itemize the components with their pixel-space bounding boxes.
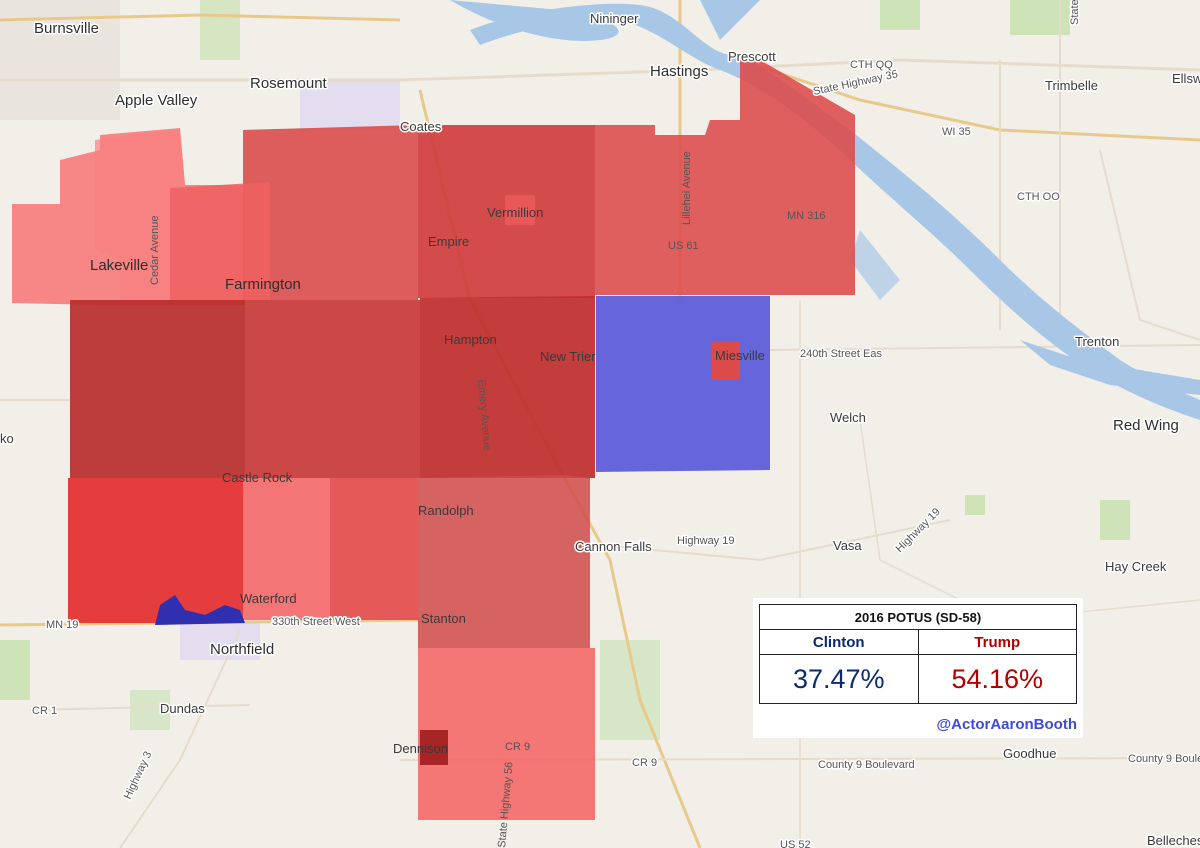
precinct-castle-rock-north — [70, 300, 245, 478]
candidate-trump: Trump — [917, 629, 1077, 655]
candidate-clinton: Clinton — [759, 629, 919, 655]
label-rosemount: Rosemount — [250, 75, 328, 92]
label-vasa: Vasa — [833, 538, 862, 553]
precinct-castle-rock-south — [68, 478, 243, 623]
road-lillehei-avenue: Lillehei Avenue — [681, 151, 693, 225]
label-belleche: Belleches — [1147, 833, 1200, 848]
label-empire: Empire — [428, 234, 469, 249]
precinct-farmington — [170, 182, 270, 300]
label-trimbelle: Trimbelle — [1045, 78, 1098, 93]
road-mn-19: MN 19 — [46, 619, 78, 631]
label-waterford: Waterford — [240, 591, 297, 606]
precinct-dennison — [420, 730, 448, 765]
label-nininger: Nininger — [590, 11, 639, 26]
precinct-vermillion-city — [505, 195, 535, 225]
label-new-trier: New Trier — [540, 349, 596, 364]
precinct-douglas-blue — [596, 296, 770, 472]
road-mn-316: MN 316 — [787, 210, 826, 222]
label-dundas: Dundas — [160, 701, 205, 716]
label-welch: Welch — [830, 410, 866, 425]
label-ellsworth: Ellsw — [1172, 71, 1200, 86]
pct-clinton: 37.47% — [759, 654, 919, 704]
precinct-randolph — [418, 475, 590, 648]
precinct-nininger-south — [595, 60, 855, 295]
label-cannon-falls: Cannon Falls — [575, 539, 652, 554]
precincts — [12, 60, 855, 820]
precinct-hampton-twp — [420, 296, 595, 478]
road-county-9-boulevard: County 9 Boulevard — [818, 759, 915, 771]
label-prescott: Prescott — [728, 49, 776, 64]
label-hay-creek: Hay Creek — [1105, 559, 1167, 574]
label-lakeville: Lakeville — [90, 257, 148, 274]
place-labels: Burnsville Apple Valley Rosemount Nining… — [0, 10, 1200, 848]
label-farmington: Farmington — [225, 276, 301, 293]
label-coates: Coates — [400, 119, 442, 134]
road-cedar-avenue: Cedar Avenue — [149, 215, 161, 285]
label-castle-rock: Castle Rock — [222, 470, 293, 485]
road-240th-street: 240th Street Eas — [800, 348, 882, 360]
label-burnsville: Burnsville — [34, 20, 99, 37]
label-stanton: Stanton — [421, 611, 466, 626]
road-cth-oo: CTH OO — [1017, 191, 1060, 203]
precinct-lakeville-east — [95, 130, 185, 305]
road-county-9-boulevard-b: County 9 Boulevar — [1128, 753, 1200, 765]
pct-trump: 54.16% — [917, 654, 1077, 704]
river — [450, 0, 1200, 420]
results-title: 2016 POTUS (SD-58) — [759, 604, 1077, 630]
precinct-stanton — [418, 648, 595, 820]
label-vermillion: Vermillion — [487, 205, 543, 220]
label-goodhue: Goodhue — [1003, 746, 1057, 761]
precinct-hampton-west — [245, 300, 420, 478]
results-box: 2016 POTUS (SD-58) Clinton Trump 37.47% … — [753, 598, 1083, 738]
road-cr-9b: CR 9 — [632, 757, 657, 769]
precinct-sciota — [330, 478, 418, 620]
road-highway-19: Highway 19 — [677, 535, 734, 547]
label-dennison: Dennison — [393, 741, 448, 756]
precinct-empire-west — [243, 125, 418, 300]
road-cr-1: CR 1 — [32, 705, 57, 717]
label-red-wing: Red Wing — [1113, 417, 1179, 434]
label-miesville: Miesville — [715, 348, 765, 363]
label-hastings: Hastings — [650, 63, 708, 80]
land-use — [0, 0, 1130, 740]
precinct-waterford — [243, 478, 330, 620]
road-330th-street: 330th Street West — [272, 616, 360, 628]
credit-handle: @ActorAaronBooth — [936, 716, 1077, 733]
precinct-northfield-blue — [155, 595, 245, 625]
precinct-miesville — [712, 342, 740, 380]
road-us-61: US 61 — [668, 240, 699, 252]
label-hampton: Hampton — [444, 332, 497, 347]
road-us-52: US 52 — [780, 839, 811, 848]
results-table: 2016 POTUS (SD-58) Clinton Trump 37.47% … — [759, 604, 1077, 704]
road-cr-9: CR 9 — [505, 741, 530, 753]
label-trenton: Trenton — [1075, 334, 1119, 349]
road-cth-qq: CTH QQ — [850, 59, 893, 71]
label-randolph: Randolph — [418, 503, 474, 518]
road-state-hwy: State Hwy — [1069, 0, 1081, 25]
label-apple-valley: Apple Valley — [115, 92, 198, 109]
label-northfield: Northfield — [210, 641, 274, 658]
label-ko: ko — [0, 431, 14, 446]
road-wi-35: WI 35 — [942, 126, 971, 138]
